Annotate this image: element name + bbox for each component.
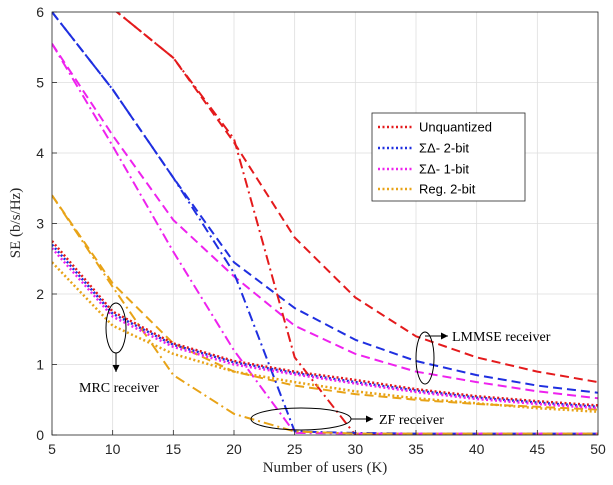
legend-label-reg-2bit: Reg. 2-bit [419, 182, 476, 197]
legend-label-sd-2bit: ΣΔ- 2-bit [419, 141, 469, 156]
x-tick-label: 40 [469, 441, 485, 457]
x-tick-label: 30 [348, 441, 364, 457]
x-tick-label: 35 [408, 441, 424, 457]
annotation-lmmse: LMMSE receiver [415, 330, 551, 385]
lmmse-ellipse [415, 331, 435, 385]
x-tick-label: 5 [48, 441, 56, 457]
x-ticks: 5 10 15 20 25 30 35 40 45 50 [48, 430, 606, 457]
y-tick-label: 6 [36, 4, 44, 20]
y-tick-label: 2 [36, 286, 44, 302]
y-tick-label: 4 [36, 145, 44, 161]
series-line-lmmse-dashed [52, 43, 598, 400]
x-tick-label: 10 [105, 441, 121, 457]
legend: Unquantized ΣΔ- 2-bit ΣΔ- 1-bit Reg. 2-b… [371, 112, 526, 202]
x-tick-label: 25 [287, 441, 303, 457]
y-tick-label: 1 [36, 357, 44, 373]
series-layer [52, 12, 598, 435]
series-line-lmmse-dashed [115, 12, 598, 384]
x-tick-label: 20 [226, 441, 242, 457]
mrc-label: MRC receiver [79, 381, 159, 396]
series-line-lmmse-dashed [52, 194, 598, 411]
series-line-zf-dashdot [52, 194, 598, 435]
zf-arrowhead [366, 415, 373, 423]
y-tick-label: 5 [36, 75, 44, 91]
y-tick-label: 3 [36, 216, 44, 232]
x-axis-label: Number of users (K) [263, 460, 388, 476]
annotation-mrc: MRC receiver [79, 302, 159, 396]
y-tick-label: 0 [36, 427, 44, 443]
zf-label: ZF receiver [379, 413, 444, 428]
lmmse-arrowhead [441, 332, 448, 340]
series-line-mrc-dotted [52, 243, 598, 409]
legend-label-unquantized: Unquantized [419, 120, 492, 135]
series-line-mrc-dotted [52, 240, 598, 407]
legend-label-sd-1bit: ΣΔ- 1-bit [419, 162, 469, 177]
x-tick-label: 45 [530, 441, 546, 457]
series-group [52, 12, 598, 435]
lmmse-label: LMMSE receiver [452, 330, 551, 345]
y-axis-label: SE (b/s/Hz) [8, 188, 24, 258]
x-tick-label: 50 [590, 441, 606, 457]
x-tick-label: 15 [166, 441, 182, 457]
mrc-arrowhead [112, 365, 120, 372]
annotation-zf: ZF receiver [250, 407, 444, 431]
y-ticks: 0 1 2 3 4 5 6 [36, 4, 57, 443]
